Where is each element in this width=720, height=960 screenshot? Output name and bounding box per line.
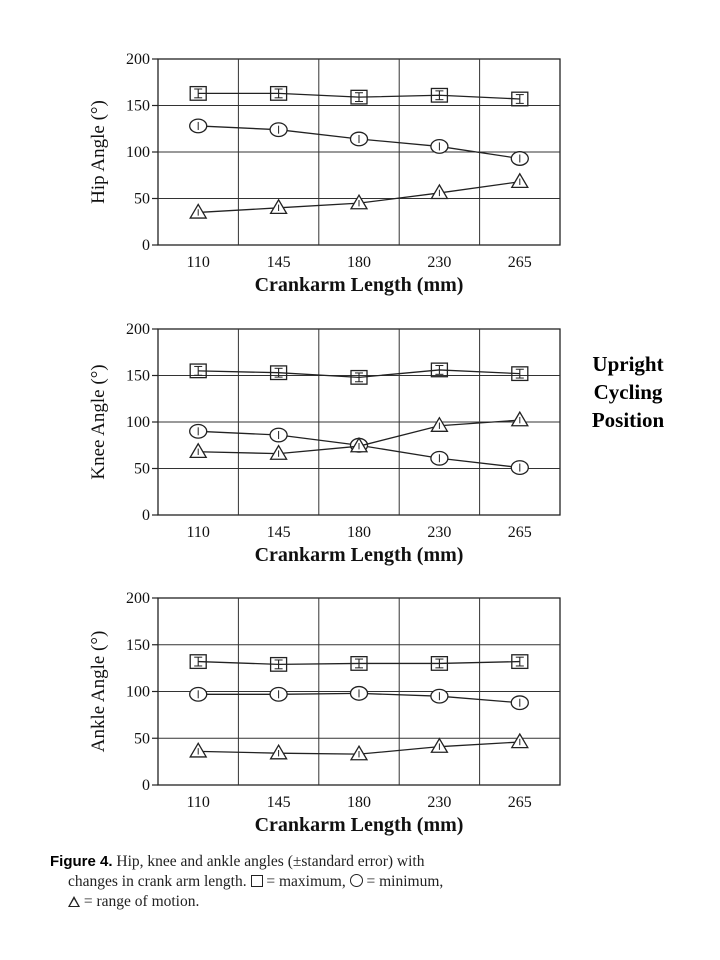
- x-tick-label: 145: [267, 254, 291, 271]
- square-point: [269, 85, 288, 101]
- square-point: [511, 654, 529, 670]
- square-point: [350, 89, 368, 105]
- y-tick-label: 200: [126, 321, 150, 338]
- y-axis-label: Ankle Angle (°): [88, 631, 109, 753]
- y-tick-label: 200: [126, 51, 150, 68]
- square-point: [269, 656, 288, 672]
- x-tick-label: 110: [186, 794, 209, 811]
- x-tick-label: 265: [508, 524, 532, 541]
- square-point: [430, 362, 449, 378]
- caption-line-1: Figure 4. Hip, knee and ankle angles (±s…: [50, 852, 610, 872]
- x-axis-label: Crankarm Length (mm): [255, 814, 464, 836]
- y-tick-label: 150: [126, 368, 150, 385]
- caption-text-2c: = minimum,: [366, 873, 444, 890]
- square-point: [350, 369, 368, 385]
- caption-text-1: Hip, knee and ankle angles (±standard er…: [116, 853, 425, 870]
- caption-line-2: changes in crank arm length. = maximum, …: [50, 872, 610, 892]
- x-tick-label: 110: [186, 524, 209, 541]
- figure-4-charts: 0 50 100 150 200 110 145 180 230 265 Crankarm Leng…: [88, 51, 561, 836]
- y-tick-label: 200: [126, 590, 150, 607]
- y-tick-label: 100: [126, 144, 150, 161]
- x-tick-label: 230: [427, 794, 451, 811]
- square-point: [511, 366, 529, 382]
- triangle-marker-icon: [68, 896, 80, 907]
- circle-marker-icon: [349, 874, 363, 887]
- y-tick-label: 100: [126, 414, 150, 431]
- square-point: [189, 363, 207, 379]
- x-tick-label: 265: [508, 254, 532, 271]
- y-tick-label: 0: [142, 777, 150, 794]
- x-tick-label: 230: [427, 254, 451, 271]
- ankle-angle-chart: 0 50 100 150 200 110 145 180 230 265 Crankarm Leng…: [88, 590, 561, 836]
- side-label: Upright Cycling Position: [580, 350, 676, 434]
- y-tick-label: 0: [142, 507, 150, 524]
- side-label-line: Position: [591, 408, 665, 432]
- y-tick-label: 150: [126, 98, 150, 115]
- x-tick-label: 180: [347, 794, 371, 811]
- x-tick-label: 145: [267, 794, 291, 811]
- square-point: [269, 365, 288, 381]
- x-tick-label: 180: [347, 254, 371, 271]
- caption-line-3: = range of motion.: [50, 892, 610, 912]
- square-point: [511, 91, 529, 107]
- figure-caption: Figure 4. Hip, knee and ankle angles (±s…: [50, 852, 610, 912]
- y-tick-label: 50: [134, 461, 150, 478]
- y-tick-label: 150: [126, 637, 150, 654]
- y-tick-label: 50: [134, 730, 150, 747]
- caption-text-3: = range of motion.: [83, 893, 200, 910]
- square-marker-icon: [250, 875, 263, 887]
- square-point: [430, 87, 449, 103]
- hip-angle-chart: 0 50 100 150 200 110 145 180 230 265 Crankarm Leng…: [88, 51, 561, 296]
- knee-angle-chart: 0 50 100 150 200 110 145 180 230 265 Crankarm Leng…: [88, 321, 561, 566]
- caption-text-2a: changes in crank arm length.: [68, 873, 247, 890]
- x-tick-label: 145: [267, 524, 291, 541]
- caption-figure-label: Figure 4.: [50, 853, 113, 870]
- x-axis-label: Crankarm Length (mm): [255, 274, 464, 296]
- x-tick-label: 265: [508, 794, 532, 811]
- square-point: [189, 85, 207, 101]
- square-point: [430, 656, 449, 671]
- side-label-line: Upright: [592, 352, 664, 376]
- y-tick-label: 100: [126, 684, 150, 701]
- square-point: [189, 654, 207, 670]
- x-tick-label: 230: [427, 524, 451, 541]
- x-axis-label: Crankarm Length (mm): [255, 544, 464, 566]
- y-tick-label: 0: [142, 237, 150, 254]
- caption-text-2b: = maximum,: [266, 873, 346, 890]
- x-tick-label: 180: [347, 524, 371, 541]
- y-axis-label: Hip Angle (°): [88, 100, 109, 204]
- square-point: [350, 656, 368, 671]
- y-tick-label: 50: [134, 191, 150, 208]
- x-tick-label: 110: [186, 254, 209, 271]
- y-axis-label: Knee Angle (°): [88, 364, 109, 479]
- side-label-line: Cycling: [593, 380, 663, 404]
